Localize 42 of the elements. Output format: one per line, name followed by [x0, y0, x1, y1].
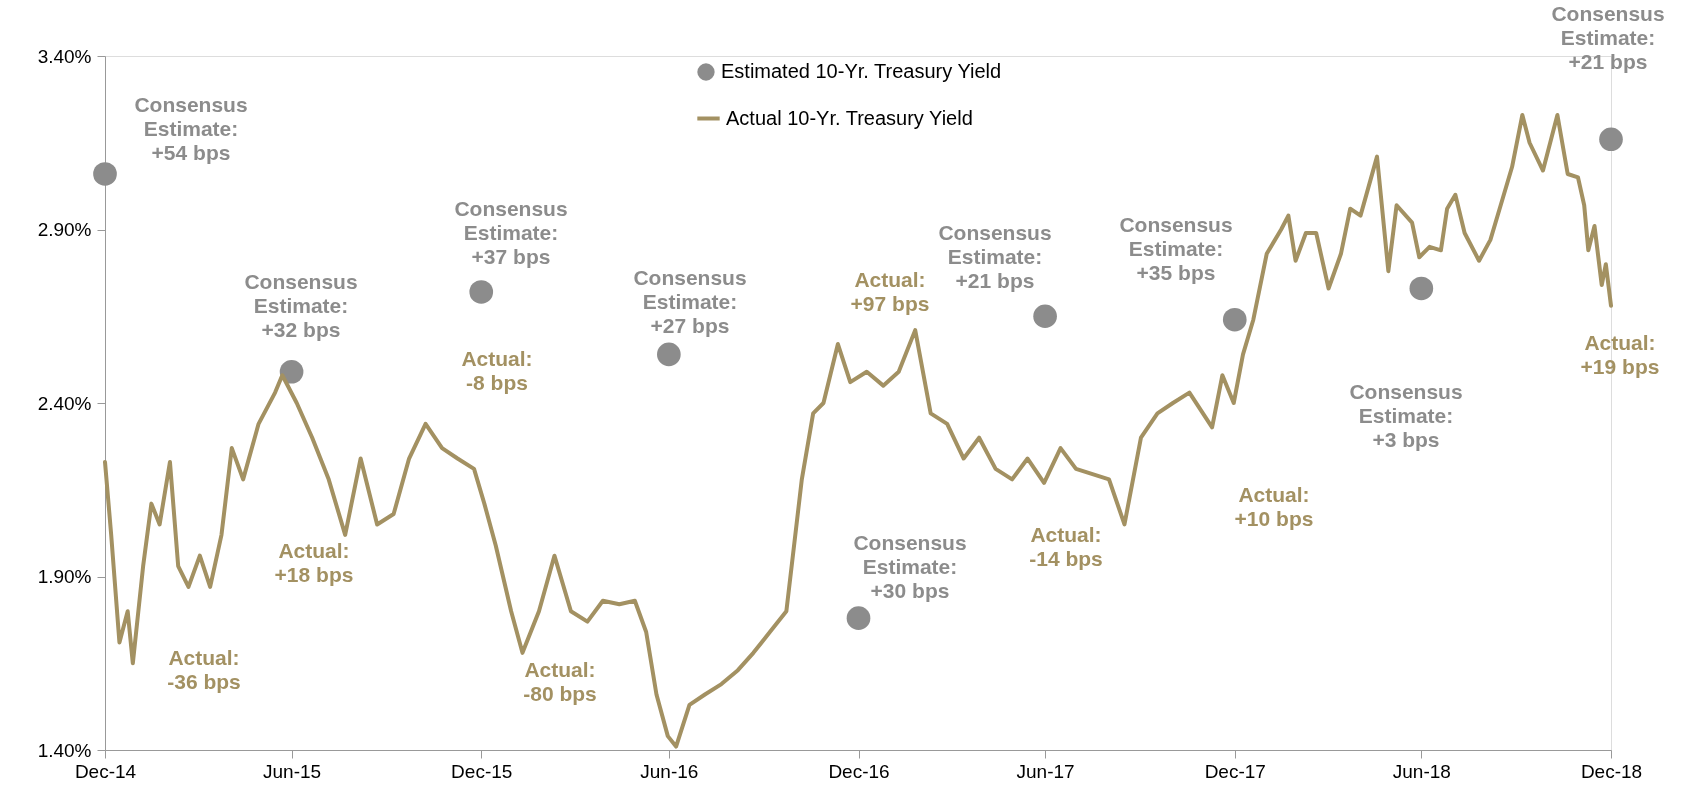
- annotation: Consensus Estimate: +37 bps: [454, 197, 568, 268]
- annotation: Consensus Estimate: +54 bps: [134, 93, 248, 164]
- x-tick-label: Jun-18: [1392, 760, 1451, 782]
- point: [1599, 127, 1623, 152]
- x-tick-label: Dec-17: [1204, 760, 1266, 782]
- x-tick-label: Dec-18: [1580, 760, 1643, 782]
- legend-label: Actual 10-Yr. Treasury Yield: [726, 106, 973, 129]
- x-tick-label: Dec-15: [451, 760, 513, 782]
- annotation: Consensus Estimate: +27 bps: [633, 266, 747, 337]
- annotation: Actual: +19 bps: [1580, 331, 1660, 378]
- annotation: Consensus Estimate: +35 bps: [1119, 213, 1233, 284]
- y-tick-label: 3.40%: [37, 45, 92, 67]
- y-tick-label: 2.40%: [37, 392, 92, 414]
- annotation: Actual: +10 bps: [1234, 483, 1314, 530]
- point: [469, 280, 494, 304]
- annotation: Actual: -36 bps: [167, 646, 241, 693]
- annotation: Consensus Estimate: +21 bps: [938, 221, 1052, 292]
- annotation: Consensus Estimate: +21 bps: [1551, 2, 1665, 73]
- y-tick-label: 1.90%: [37, 566, 92, 587]
- y-tick-label: 1.40%: [37, 739, 92, 761]
- annotation: Consensus Estimate: +3 bps: [1349, 380, 1463, 451]
- y-tick-label: 2.90%: [37, 219, 92, 240]
- x-tick-label: Dec-14: [74, 760, 137, 782]
- point: [1033, 304, 1057, 329]
- annotation: Actual: -14 bps: [1029, 523, 1103, 570]
- legend-label: Estimated 10-Yr. Treasury Yield: [721, 60, 1002, 82]
- point: [1409, 276, 1434, 301]
- point: [279, 359, 304, 384]
- point: [846, 606, 871, 630]
- annotation: Actual: -80 bps: [523, 658, 597, 705]
- x-tick-label: Jun-16: [640, 760, 699, 782]
- annotation: Consensus Estimate: +30 bps: [853, 531, 967, 602]
- annotation: Consensus Estimate: +32 bps: [244, 270, 358, 341]
- x-tick-label: Dec-16: [828, 760, 890, 782]
- annotation: Actual: +97 bps: [850, 268, 930, 315]
- point: [93, 162, 117, 186]
- x-tick-label: Jun-15: [263, 760, 322, 782]
- annotation: Actual: +18 bps: [274, 539, 354, 586]
- point: [657, 342, 681, 367]
- x-tick-label: Jun-17: [1016, 760, 1075, 782]
- point: [1222, 307, 1247, 332]
- annotation: Actual: -8 bps: [461, 347, 533, 394]
